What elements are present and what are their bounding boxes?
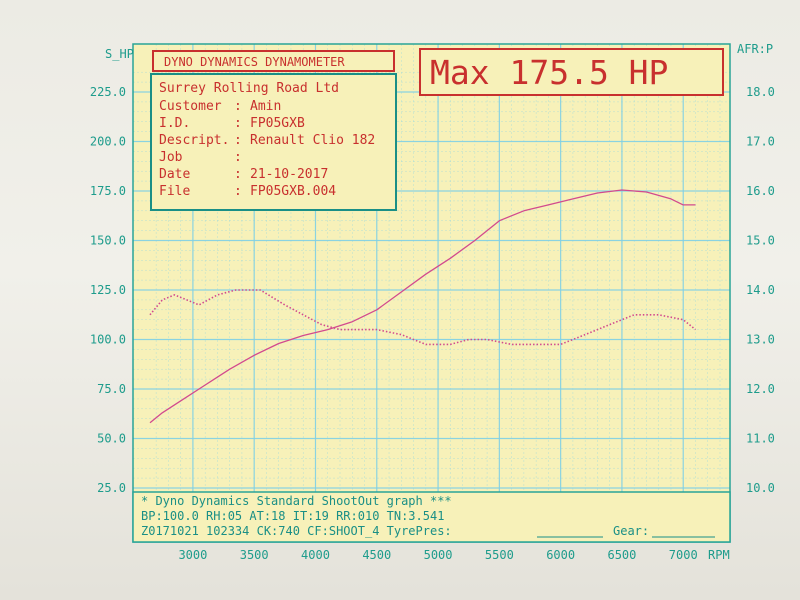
info-row-colon: : — [234, 184, 242, 199]
info-row-value: Renault Clio 182 — [250, 133, 375, 148]
info-row-value: FP05GXB — [250, 116, 305, 131]
gear-label: Gear: — [613, 524, 649, 538]
info-box — [150, 73, 397, 211]
x-tick: 6000 — [546, 548, 575, 562]
y-left-tick: 125.0 — [90, 283, 126, 297]
power-series-line — [149, 189, 696, 424]
series-layer — [149, 189, 697, 424]
y-right-tick: 18.0 — [746, 85, 775, 99]
y-left-tick: 175.0 — [90, 184, 126, 198]
max-box — [419, 48, 724, 96]
info-row-colon: : — [234, 133, 242, 148]
grid-minor — [133, 44, 730, 542]
y-right-tick-labels: 18.0 17.0 16.0 15.0 14.0 13.0 12.0 11.0 10.0 — [746, 85, 775, 495]
info-row-value: 21-10-2017 — [250, 167, 328, 182]
x-tick: 7000 — [669, 548, 698, 562]
info-rows: Customer: Amin I.D.: FP05GXB Descript.: Renau… — [159, 99, 375, 199]
x-tick: 3000 — [178, 548, 207, 562]
x-tick: 6500 — [607, 548, 636, 562]
y-right-tick: 10.0 — [746, 481, 775, 495]
afr-series-line — [149, 289, 697, 346]
y-right-tick: 12.0 — [746, 382, 775, 396]
max-hp-label: Max 175.5 HP — [430, 53, 668, 92]
y-right-tick: 16.0 — [746, 184, 775, 198]
left-axis-label: S_HP — [105, 47, 134, 61]
info-row-colon: : — [234, 99, 242, 114]
y-right-tick: 13.0 — [746, 333, 775, 347]
info-row-label: I.D. — [159, 116, 190, 131]
footer-line-3: Z0171021 102334 CK:740 CF:SHOOT_4 TyrePr… — [141, 524, 452, 538]
info-row-colon: : — [234, 116, 242, 131]
x-tick: 5000 — [424, 548, 453, 562]
company-name: Surrey Rolling Road Ltd — [159, 81, 339, 96]
y-left-tick: 225.0 — [90, 85, 126, 99]
footer-box — [132, 491, 731, 543]
header-box — [152, 50, 395, 72]
x-tick: 5500 — [485, 548, 514, 562]
y-right-tick: 14.0 — [746, 283, 775, 297]
x-tick: 3500 — [240, 548, 269, 562]
y-left-tick: 150.0 — [90, 234, 126, 248]
x-tick: 4000 — [301, 548, 330, 562]
right-axis-label: AFR:P — [737, 42, 773, 56]
info-row-colon: : — [234, 167, 242, 182]
y-left-tick: 75.0 — [97, 382, 126, 396]
x-unit-label: RPM — [708, 548, 730, 562]
y-right-tick: 15.0 — [746, 234, 775, 248]
header-title: DYNO DYNAMICS DYNAMOMETER — [164, 55, 345, 69]
info-row-label: Customer — [159, 99, 222, 114]
y-left-tick: 25.0 — [97, 481, 126, 495]
info-row-label: File — [159, 184, 190, 199]
y-left-tick: 100.0 — [90, 333, 126, 347]
x-tick-labels: 3000 3500 4000 4500 5000 5500 6000 6500 7000 — [178, 548, 697, 562]
info-row-label: Job — [159, 150, 183, 165]
info-row-value: FP05GXB.004 — [250, 184, 336, 199]
info-row-label: Date — [159, 167, 190, 182]
info-row-colon: : — [234, 150, 242, 165]
y-left-tick-labels: 225.0 200.0 175.0 150.0 125.0 100.0 75.0 50.0 25… — [90, 85, 126, 495]
info-row-value: Amin — [250, 99, 281, 114]
y-left-tick: 50.0 — [97, 432, 126, 446]
info-row-label: Descript. — [159, 133, 229, 148]
footer-line-1: * Dyno Dynamics Standard ShootOut graph … — [141, 494, 452, 508]
y-left-tick: 200.0 — [90, 135, 126, 149]
y-right-tick: 11.0 — [746, 432, 775, 446]
footer-line-2: BP:100.0 RH:05 AT:18 IT:19 RR:010 TN:3.5… — [141, 509, 444, 523]
x-tick: 4500 — [362, 548, 391, 562]
y-right-tick: 17.0 — [746, 135, 775, 149]
